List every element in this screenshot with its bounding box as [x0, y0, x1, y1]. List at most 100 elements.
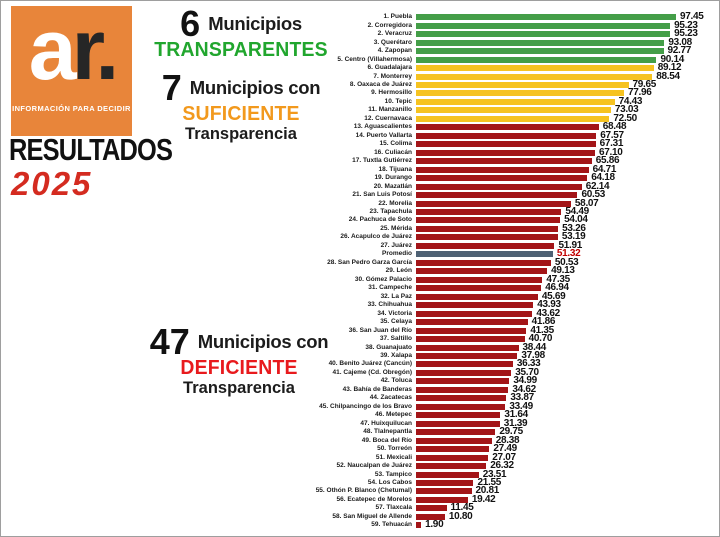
- chart-row: 19. Durango 64.18: [1, 173, 719, 183]
- chart-row: 14. Puerto Vallarta 67.57: [1, 130, 719, 140]
- municipality-label: 54. Los Cabos: [367, 479, 412, 487]
- score-bar: [416, 446, 490, 453]
- chart-row: 44. Zacatecas 33.87: [1, 393, 719, 403]
- municipality-label: 50. Torreón: [377, 445, 412, 453]
- municipality-label: 6. Guadalajara: [367, 64, 412, 72]
- score-value: 41.35: [530, 324, 554, 336]
- score-value: 29.75: [499, 426, 523, 438]
- chart-row: 31. Campeche 46.94: [1, 283, 719, 293]
- municipality-label: 32. La Paz: [380, 292, 412, 300]
- score-value: 40.70: [528, 333, 553, 345]
- chart-row: 24. Pachuca de Soto 54.04: [1, 214, 719, 226]
- score-bar: [416, 395, 507, 402]
- municipality-label: 26. Acapulco de Juárez: [340, 233, 412, 241]
- municipality-label: 33. Chihuahua: [367, 301, 412, 309]
- municipality-label: 20. Mazatlán: [373, 182, 412, 190]
- chart-row: 53. Tampico 23.51: [1, 469, 719, 479]
- score-bar: [416, 420, 500, 427]
- chart-row: 51. Mexicali 27.07: [1, 452, 719, 462]
- score-bar: [416, 259, 551, 266]
- municipality-label: 12. Cuernavaca: [364, 114, 412, 122]
- score-value: 54.49: [565, 206, 589, 218]
- municipality-label: 37. Saltillo: [379, 335, 412, 343]
- municipality-label: 17. Tuxtla Gutiérrez: [352, 157, 412, 165]
- chart-row: 25. Mérida 53.26: [1, 222, 719, 234]
- annotation-suficiente: 7 Municipios con SUFICIENTE Transparenci…: [147, 67, 335, 144]
- score-value: 72.50: [613, 112, 637, 124]
- chart-row: 17. Tuxtla Gutiérrez 65.86: [1, 155, 719, 167]
- score-value: 47.35: [546, 273, 570, 285]
- score-bar: [416, 302, 534, 309]
- score-bar: [416, 378, 510, 385]
- score-value: 93.08: [668, 36, 692, 48]
- score-value: 67.31: [599, 138, 624, 150]
- municipality-label: 9. Hermosillo: [371, 89, 412, 97]
- municipality-label: 57. Tlaxcala: [375, 504, 413, 512]
- municipality-label: 3. Querétaro: [373, 38, 412, 46]
- deficiente-count: 47: [149, 321, 190, 362]
- score-bar: [416, 412, 501, 419]
- score-value: 54.04: [564, 214, 588, 226]
- score-value: 73.03: [614, 104, 639, 116]
- chart-row: 23. Tapachula 54.49: [1, 206, 719, 218]
- deficiente-emphasis: DEFICIENTE: [180, 357, 298, 379]
- transparentes-count: 6: [180, 3, 201, 44]
- municipality-label: 25. Mérida: [380, 224, 412, 232]
- score-bar: [416, 107, 611, 114]
- score-bar: [416, 513, 445, 520]
- municipality-label: 35. Celaya: [380, 318, 412, 326]
- score-bar: [416, 73, 653, 80]
- score-value: 50.53: [554, 256, 579, 268]
- municipality-label: 15. Colima: [379, 140, 412, 148]
- score-value: 38.44: [522, 341, 547, 353]
- municipality-label: 22. Morelia: [378, 199, 412, 207]
- score-value: 51.32: [556, 248, 581, 260]
- score-bar: [416, 192, 578, 199]
- chart-row: 21. San Luis Potosí 60.53: [1, 189, 719, 201]
- score-bar: [416, 166, 589, 173]
- chart-row: 32. La Paz 45.69: [1, 291, 719, 301]
- deficiente-label: Municipios con: [197, 331, 329, 352]
- municipality-label: 8. Oaxaca de Juárez: [349, 80, 412, 88]
- year-label: 2025: [11, 165, 93, 202]
- score-value: 35.70: [515, 366, 539, 378]
- score-bar: [416, 14, 676, 21]
- score-value: 89.12: [657, 62, 682, 74]
- chart-row: 42. Toluca 34.99: [1, 376, 719, 386]
- municipality-label: 47. Huixquilucan: [360, 419, 412, 427]
- chart-row: 3. Querétaro 93.08: [1, 36, 719, 48]
- score-bar: [416, 48, 664, 55]
- score-value: 90.14: [660, 53, 685, 65]
- municipality-label: 19. Durango: [374, 174, 412, 182]
- score-bar: [416, 336, 525, 343]
- chart-row: 9. Hermosillo 77.96: [1, 88, 719, 98]
- chart-row: 30. Gómez Palacio 47.35: [1, 273, 719, 285]
- municipality-label: 45. Chilpancingo de los Bravo: [319, 402, 412, 410]
- chart-row: 6. Guadalajara 89.12: [1, 62, 719, 74]
- municipality-label: 41. Cajeme (Cd. Obregón): [332, 368, 412, 376]
- score-bar: [416, 361, 513, 368]
- score-value: 60.53: [581, 189, 606, 201]
- score-value: 79.65: [632, 78, 657, 90]
- chart-row: 47. Huixquilucan 31.39: [1, 418, 719, 428]
- chart-row: 59. Tehuacán 1.90: [1, 520, 719, 530]
- score-value: 43.93: [537, 299, 561, 311]
- municipality-label: 2. Corregidora: [367, 21, 412, 29]
- municipality-label: 23. Tapachula: [369, 208, 412, 216]
- chart-row: 46. Metepec 31.64: [1, 410, 719, 420]
- chart-row: 33. Chihuahua 43.93: [1, 299, 719, 311]
- score-bar: [416, 437, 492, 444]
- score-value: 53.26: [562, 222, 586, 234]
- score-bar: [416, 480, 474, 487]
- annotation-transparentes-line1: 6 Municipios: [145, 3, 337, 44]
- suficiente-label: Municipios con: [189, 77, 321, 98]
- chart-row: 55. Othón P. Blanco (Chetumal) 20.81: [1, 486, 719, 496]
- municipality-label: 43. Bahía de Banderas: [342, 385, 412, 393]
- suficiente-count: 7: [161, 67, 182, 108]
- score-value: 65.86: [595, 155, 620, 167]
- annotation-deficiente: 47 Municipios con DEFICIENTE Transparenc…: [139, 321, 339, 398]
- municipality-label: 58. San Miguel de Allende: [332, 512, 412, 520]
- score-value: 92.77: [667, 45, 692, 57]
- score-bar: [416, 183, 582, 190]
- chart-row: 12. Cuernavaca 72.50: [1, 112, 719, 124]
